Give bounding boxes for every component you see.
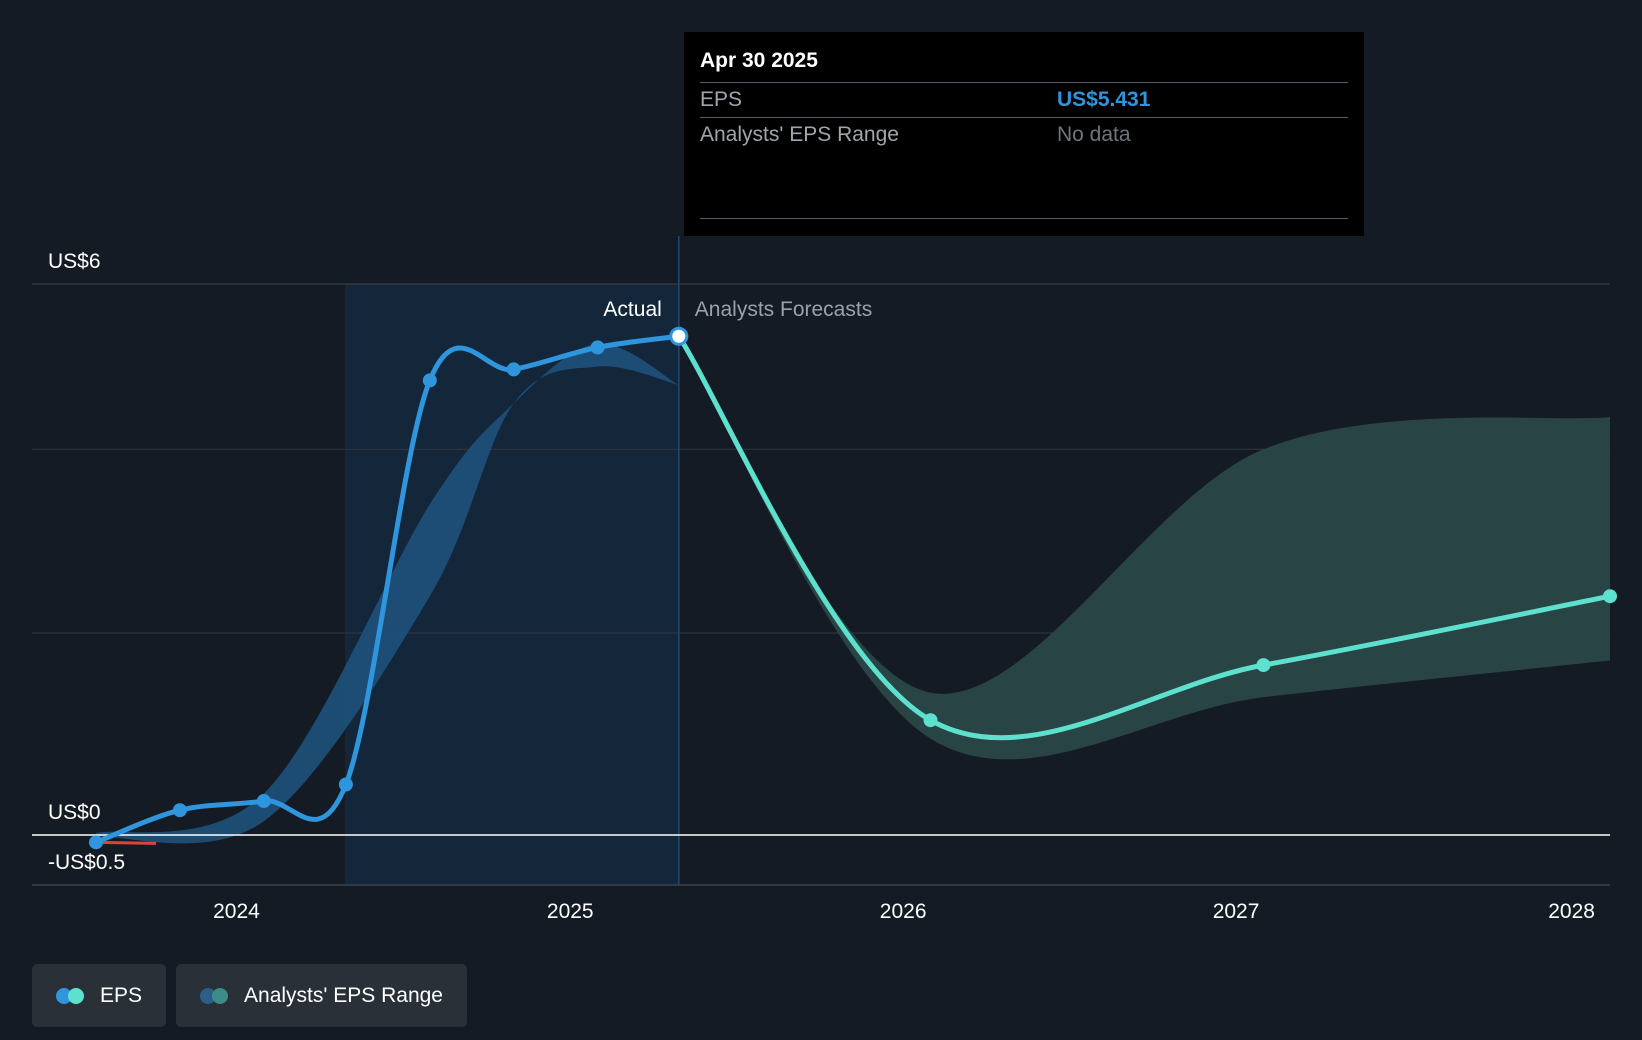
actual-eps-line [93,333,682,845]
forecast-eps-line [676,333,1613,741]
tooltip-row-eps: EPS US$5.431 [700,82,1348,117]
actual-eps-point-2 [256,794,271,809]
legend-label-eps-range: Analysts' EPS Range [244,983,443,1007]
tooltip-divider [700,218,1348,219]
eps-legend-dot-forecast [68,987,84,1004]
range-legend-dot-forecast [212,987,229,1004]
tooltip-eps-label: EPS [700,88,743,111]
forecast-eps-point-1 [923,713,938,728]
actual-eps-point-0 [89,835,103,850]
legend-item-eps[interactable]: EPS [32,964,167,1027]
actual-eps-point-1 [172,803,187,818]
legend-label-eps: EPS [100,983,143,1007]
eps-legend-icon [56,987,86,1004]
legend-item-eps-range[interactable]: Analysts' EPS Range [176,964,467,1027]
tooltip-range-value: No data [1057,123,1131,146]
x-tick-label-0: 2024 [213,900,260,923]
hover-tooltip: Apr 30 2025 EPS US$5.431 Analysts' EPS R… [684,32,1364,236]
forecast-region-label: Analysts Forecasts [695,298,872,321]
chart-legend: EPS Analysts' EPS Range [32,964,467,1027]
tooltip-date: Apr 30 2025 [700,49,818,72]
actual-eps-point-5 [506,362,521,377]
forecast-eps-point-2 [1256,658,1271,673]
tooltip-eps-value: US$5.431 [1057,88,1151,111]
y-tick-label-0: US$6 [48,250,101,273]
x-tick-label-1: 2025 [547,900,594,923]
x-tick-label-4: 2028 [1548,900,1595,923]
y-tick-label-2: -US$0.5 [48,851,125,874]
tooltip-row-range: Analysts' EPS Range No data [700,117,1348,152]
actual-eps-point-3 [338,777,353,792]
negative-eps-segment [95,840,157,845]
x-tick-label-2: 2026 [880,900,927,923]
actual-region-label: Actual [603,298,661,321]
actual-eps-point-4 [422,373,437,388]
tooltip-range-label: Analysts' EPS Range [700,123,899,146]
forecast-eps-point-3 [1603,589,1617,604]
actual-eps-point-6 [590,340,605,355]
eps-range-legend-icon [200,987,230,1004]
hover-point [669,326,689,346]
x-tick-label-3: 2027 [1213,900,1260,923]
forecast-eps-range-band [678,336,1610,760]
y-tick-label-1: US$0 [48,801,101,824]
